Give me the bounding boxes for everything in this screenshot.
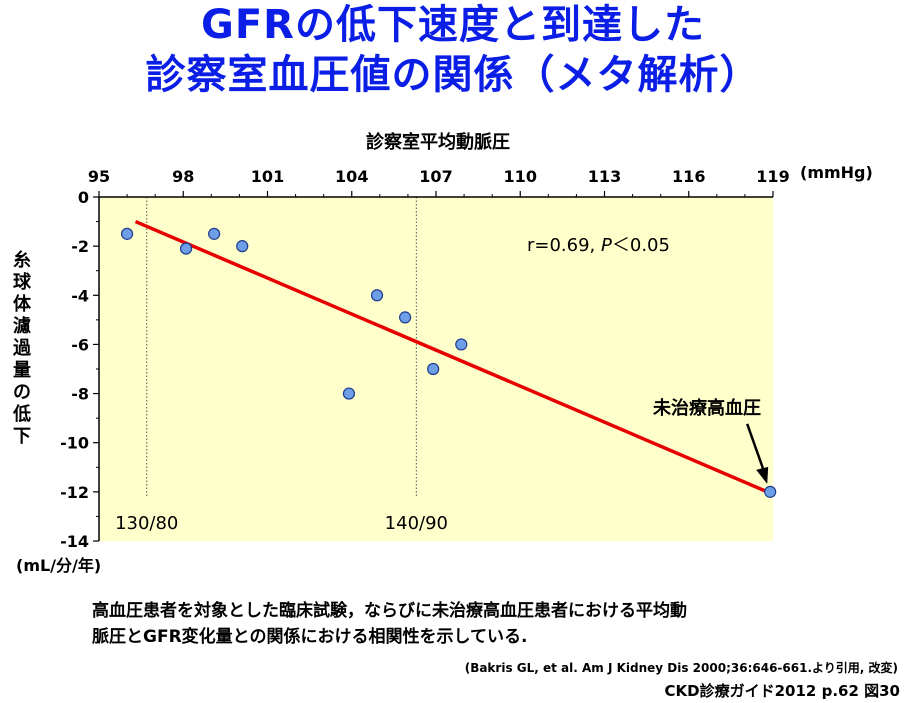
untreated-hypertension-label: 未治療高血圧	[653, 397, 761, 419]
x-tick-label: 98	[172, 167, 194, 186]
arrow-head	[756, 466, 769, 484]
y-axis-ticks: 0 -2 -4 -6 -8 -10 -12 -14	[60, 188, 99, 551]
y-axis-title-char: 球	[13, 272, 32, 293]
y-axis-title-char: 過	[13, 338, 32, 359]
data-point	[764, 485, 777, 498]
y-axis-title-char: 体	[13, 293, 32, 315]
data-point	[370, 289, 384, 302]
y-axis-title-char: 濾	[13, 315, 31, 337]
data-point	[342, 387, 356, 400]
y-tick-label: 0	[78, 188, 89, 207]
x-tick-label: 110	[504, 167, 537, 186]
y-tick-label: -12	[60, 483, 89, 502]
data-point	[399, 311, 412, 324]
slide-title-line-1: GFRの低下速度と到達した	[201, 2, 705, 48]
x-tick-label: 101	[251, 167, 284, 186]
y-tick-label: -10	[60, 434, 89, 453]
y-axis-title-char: 糸	[13, 249, 31, 271]
citation: (Bakris GL, et al. Am J Kidney Dis 2000;…	[464, 661, 898, 675]
scatter-chart: 130/80 140/90 95 98 101 104 107 110 113 116 119 0…	[12, 131, 873, 575]
x-axis-title: 診察室平均動脈圧	[366, 131, 510, 153]
y-axis-title-char: の	[13, 382, 31, 403]
y-tick-label: -14	[60, 532, 89, 551]
x-tick-label: 95	[88, 167, 110, 186]
data-point	[179, 242, 193, 255]
caption-line-1: 高血圧患者を対象とした臨床試験，ならびに未治療高血圧患者における平均動	[92, 601, 687, 621]
data-point	[208, 227, 221, 240]
annotation-arrow	[746, 423, 769, 484]
correlation-stats: r=0.69, P＜0.05	[527, 235, 670, 256]
data-point	[120, 227, 134, 240]
regression-line	[134, 219, 769, 494]
x-tick-label: 119	[756, 167, 789, 186]
y-tick-label: -6	[71, 335, 89, 354]
y-axis-title-char: 量	[13, 359, 31, 381]
reference-lines: 130/80 140/90	[115, 197, 448, 534]
y-tick-label: -8	[71, 385, 89, 404]
y-axis-title-char: 下	[13, 426, 31, 447]
x-tick-label: 116	[672, 167, 705, 186]
arrow-shaft	[746, 423, 766, 473]
data-point	[455, 338, 468, 351]
y-axis-unit: (mL/分/年)	[16, 556, 101, 575]
y-axis-title-char: 低	[12, 403, 31, 425]
x-tick-label: 104	[335, 167, 368, 186]
data-point	[236, 240, 249, 253]
source-reference: CKD診療ガイド2012 p.62 図30	[664, 682, 900, 700]
y-axis-title: 糸球体濾過量の低下	[12, 249, 32, 447]
y-tick-label: -2	[71, 237, 89, 256]
slide-title-line-2: 診察室血圧値の関係（メタ解析）	[145, 52, 761, 98]
reference-line-label: 130/80	[115, 513, 178, 534]
x-tick-label: 107	[419, 167, 452, 186]
x-axis-ticks: 95 98 101 104 107 110 113 116 119	[88, 167, 790, 197]
data-point	[427, 362, 440, 376]
stats-p-value: ＜0.05	[612, 235, 670, 256]
caption-line-2: 脈圧とGFR変化量との関係における相関性を示している.	[92, 627, 528, 647]
x-tick-label: 113	[588, 167, 621, 186]
y-tick-label: -4	[71, 286, 89, 305]
data-points	[120, 227, 777, 498]
x-axis-unit: (mmHg)	[800, 163, 873, 182]
reference-line-label: 140/90	[385, 513, 448, 534]
stats-r-value: r=0.69,	[527, 235, 601, 256]
stats-p-symbol: P	[601, 235, 612, 256]
